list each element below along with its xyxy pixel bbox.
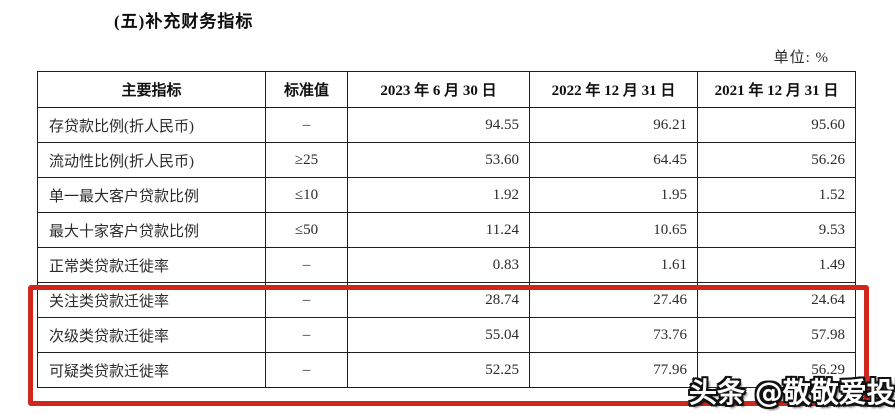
column-header-2021: 2021 年 12 月 31 日 (697, 71, 856, 108)
value-cell: 73.76 (529, 317, 698, 353)
column-header-indicator: 主要指标 (37, 71, 266, 108)
value-cell: 56.29 (697, 352, 856, 388)
value-cell: 95.60 (697, 107, 856, 143)
indicator-cell: 关注类贷款迁徙率 (37, 282, 266, 318)
indicator-cell: 可疑类贷款迁徙率 (37, 352, 266, 388)
standard-value-cell: ≥25 (265, 142, 348, 178)
table-row: 流动性比例(折人民币) ≥25 53.60 64.45 56.26 (37, 142, 856, 178)
value-cell: 1.95 (529, 177, 698, 213)
indicator-cell: 存贷款比例(折人民币) (37, 107, 266, 143)
standard-value-cell: ≤50 (265, 212, 348, 248)
indicator-cell: 单一最大客户贷款比例 (37, 177, 266, 213)
value-cell: 94.55 (347, 107, 530, 143)
value-cell: 24.64 (697, 282, 856, 318)
standard-value-cell: ≤10 (265, 177, 348, 213)
toutiao-watermark: 头条 @敬敬爱投资 (689, 376, 895, 409)
supplementary-indicators-table: 主要指标 标准值 2023 年 6 月 30 日 2022 年 12 月 31 … (37, 71, 856, 388)
value-cell: 56.26 (697, 142, 856, 178)
table-row-highlighted: 次级类贷款迁徙率 – 55.04 73.76 57.98 (37, 317, 856, 353)
indicator-cell: 流动性比例(折人民币) (37, 142, 266, 178)
value-cell: 77.96 (529, 352, 698, 388)
table-row: 存贷款比例(折人民币) – 94.55 96.21 95.60 (37, 107, 856, 143)
value-cell: 0.83 (347, 247, 530, 283)
value-cell: 96.21 (529, 107, 698, 143)
table-row: 最大十家客户贷款比例 ≤50 11.24 10.65 9.53 (37, 212, 856, 248)
table-row-highlighted: 关注类贷款迁徙率 – 28.74 27.46 24.64 (37, 282, 856, 318)
indicator-cell: 次级类贷款迁徙率 (37, 317, 266, 353)
unit-label: 单位: % (773, 50, 829, 66)
value-cell: 1.92 (347, 177, 530, 213)
value-cell: 57.98 (697, 317, 856, 353)
indicator-cell: 最大十家客户贷款比例 (37, 212, 266, 248)
column-header-2023: 2023 年 6 月 30 日 (347, 71, 530, 108)
value-cell: 27.46 (529, 282, 698, 318)
standard-value-cell: – (265, 282, 348, 318)
value-cell: 28.74 (347, 282, 530, 318)
standard-value-cell: – (265, 247, 348, 283)
column-header-standard: 标准值 (265, 71, 348, 108)
indicator-cell: 正常类贷款迁徙率 (37, 247, 266, 283)
column-header-2022: 2022 年 12 月 31 日 (529, 71, 698, 108)
standard-value-cell: – (265, 317, 348, 353)
table-row: 单一最大客户贷款比例 ≤10 1.92 1.95 1.52 (37, 177, 856, 213)
value-cell: 1.49 (697, 247, 856, 283)
table-row: 正常类贷款迁徙率 – 0.83 1.61 1.49 (37, 247, 856, 283)
value-cell: 9.53 (697, 212, 856, 248)
value-cell: 64.45 (529, 142, 698, 178)
value-cell: 1.61 (529, 247, 698, 283)
value-cell: 11.24 (347, 212, 530, 248)
table-row-highlighted: 可疑类贷款迁徙率 – 52.25 77.96 56.29 (37, 352, 856, 388)
value-cell: 55.04 (347, 317, 530, 353)
standard-value-cell: – (265, 107, 348, 143)
table-header-row: 主要指标 标准值 2023 年 6 月 30 日 2022 年 12 月 31 … (37, 71, 856, 108)
value-cell: 52.25 (347, 352, 530, 388)
value-cell: 53.60 (347, 142, 530, 178)
standard-value-cell: – (265, 352, 348, 388)
page-title: (五)补充财务指标 (114, 12, 254, 31)
value-cell: 10.65 (529, 212, 698, 248)
value-cell: 1.52 (697, 177, 856, 213)
